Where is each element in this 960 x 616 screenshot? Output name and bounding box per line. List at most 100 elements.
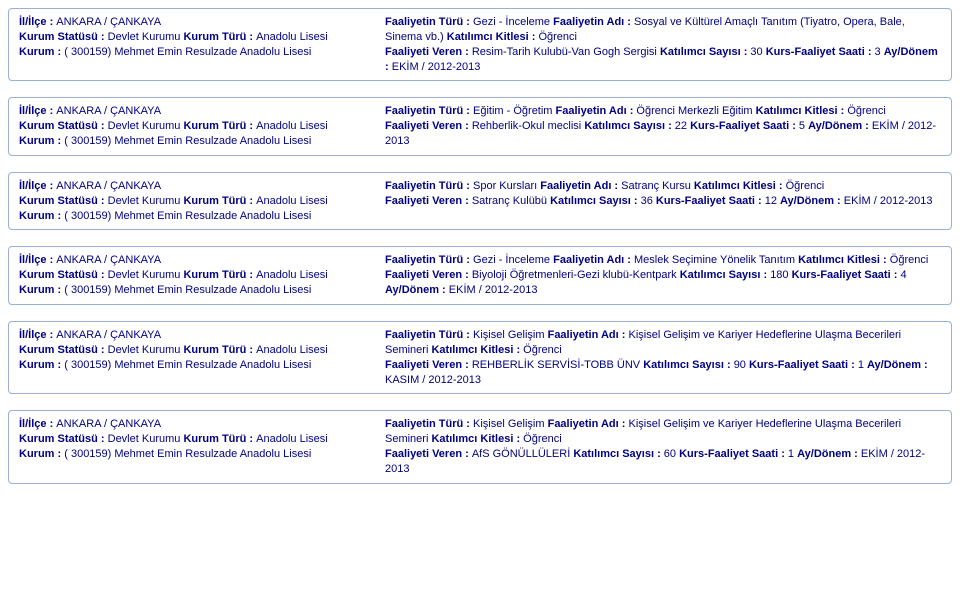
label-faaliyeti-veren: Faaliyeti Veren : [385, 269, 472, 281]
value-katilimci-kitlesi: Öğrenci [523, 433, 562, 445]
value-katilimci-sayisi: 90 [734, 359, 749, 371]
label-ay-donem: Ay/Dönem : [797, 448, 861, 460]
label-kurum-statusu: Kurum Statüsü : [19, 344, 108, 356]
label-faaliyetin-adi: Faaliyetin Adı : [556, 105, 637, 117]
value-faaliyetin-turu: Gezi - İnceleme [473, 254, 553, 266]
value-il-ilce: ANKARA / ÇANKAYA [56, 105, 161, 117]
label-kurum: Kurum : [19, 210, 64, 222]
label-faaliyetin-adi: Faaliyetin Adı : [553, 16, 634, 28]
record-right: Faaliyetin Türü : Gezi - İnceleme Faaliy… [377, 11, 949, 78]
value-kurum: ( 300159) Mehmet Emin Resulzade Anadolu … [64, 359, 311, 371]
value-kurum: ( 300159) Mehmet Emin Resulzade Anadolu … [64, 448, 311, 460]
label-kurum-statusu: Kurum Statüsü : [19, 31, 108, 43]
label-faaliyetin-turu: Faaliyetin Türü : [385, 418, 473, 430]
record-card: İl/İlçe : ANKARA / ÇANKAYAKurum Statüsü … [8, 172, 952, 231]
value-kurum-turu: Anadolu Lisesi [256, 344, 328, 356]
record-right: Faaliyetin Türü : Kişisel Gelişim Faaliy… [377, 324, 949, 391]
label-katilimci-kitlesi: Katılımcı Kitlesi : [798, 254, 890, 266]
label-kurum-turu: Kurum Türü : [183, 344, 256, 356]
record-right: Faaliyetin Türü : Gezi - İnceleme Faaliy… [377, 249, 949, 302]
label-kurum: Kurum : [19, 284, 64, 296]
label-katilimci-kitlesi: Katılımcı Kitlesi : [431, 344, 523, 356]
label-katilimci-kitlesi: Katılımcı Kitlesi : [447, 31, 539, 43]
label-il-ilce: İl/İlçe : [19, 16, 56, 28]
label-kurs-faaliyet-saati: Kurs-Faaliyet Saati : [679, 448, 788, 460]
label-kurum: Kurum : [19, 46, 64, 58]
label-il-ilce: İl/İlçe : [19, 105, 56, 117]
label-katilimci-sayisi: Katılımcı Sayısı : [584, 120, 674, 132]
value-faaliyeti-veren: Satranç Kulübü [472, 195, 550, 207]
value-kurum: ( 300159) Mehmet Emin Resulzade Anadolu … [64, 210, 311, 222]
label-faaliyetin-adi: Faaliyetin Adı : [540, 180, 621, 192]
record-left: İl/İlçe : ANKARA / ÇANKAYAKurum Statüsü … [11, 175, 377, 228]
value-katilimci-sayisi: 22 [675, 120, 690, 132]
value-kurs-faaliyet-saati: 12 [765, 195, 780, 207]
value-kurum-statusu: Devlet Kurumu [108, 31, 184, 43]
label-katilimci-kitlesi: Katılımcı Kitlesi : [694, 180, 786, 192]
value-il-ilce: ANKARA / ÇANKAYA [56, 418, 161, 430]
label-faaliyetin-turu: Faaliyetin Türü : [385, 16, 473, 28]
value-katilimci-sayisi: 180 [770, 269, 791, 281]
label-kurum-turu: Kurum Türü : [183, 120, 256, 132]
value-katilimci-sayisi: 30 [750, 46, 765, 58]
value-kurum-turu: Anadolu Lisesi [256, 120, 328, 132]
value-kurum-turu: Anadolu Lisesi [256, 433, 328, 445]
value-kurum: ( 300159) Mehmet Emin Resulzade Anadolu … [64, 284, 311, 296]
label-kurum: Kurum : [19, 135, 64, 147]
label-kurs-faaliyet-saati: Kurs-Faaliyet Saati : [766, 46, 875, 58]
label-faaliyetin-adi: Faaliyetin Adı : [548, 418, 629, 430]
value-faaliyeti-veren: Biyoloji Öğretmenleri-Gezi klubü-Kentpar… [472, 269, 680, 281]
value-faaliyetin-turu: Eğitim - Öğretim [473, 105, 556, 117]
value-il-ilce: ANKARA / ÇANKAYA [56, 254, 161, 266]
label-kurum-turu: Kurum Türü : [183, 195, 256, 207]
value-il-ilce: ANKARA / ÇANKAYA [56, 16, 161, 28]
value-il-ilce: ANKARA / ÇANKAYA [56, 329, 161, 341]
label-faaliyeti-veren: Faaliyeti Veren : [385, 359, 472, 371]
value-kurum-statusu: Devlet Kurumu [108, 344, 184, 356]
record-card: İl/İlçe : ANKARA / ÇANKAYA Kurum Statüsü … [8, 321, 952, 394]
value-il-ilce: ANKARA / ÇANKAYA [56, 180, 161, 192]
label-katilimci-kitlesi: Katılımcı Kitlesi : [756, 105, 848, 117]
record-right: Faaliyetin Türü : Kişisel Gelişim Faaliy… [377, 413, 949, 480]
value-katilimci-kitlesi: Öğrenci [847, 105, 886, 117]
value-ay-donem: KASIM / 2012-2013 [385, 374, 481, 386]
value-faaliyetin-turu: Kişisel Gelişim [473, 329, 548, 341]
label-kurum: Kurum : [19, 359, 64, 371]
label-il-ilce: İl/İlçe : [19, 418, 56, 430]
label-kurs-faaliyet-saati: Kurs-Faaliyet Saati : [792, 269, 901, 281]
label-kurs-faaliyet-saati: Kurs-Faaliyet Saati : [690, 120, 799, 132]
label-ay-donem: Ay/Dönem : [867, 359, 928, 371]
label-kurum: Kurum : [19, 448, 64, 460]
label-katilimci-sayisi: Katılımcı Sayısı : [680, 269, 770, 281]
label-katilimci-kitlesi: Katılımcı Kitlesi : [431, 433, 523, 445]
value-faaliyeti-veren: AfS GÖNÜLLÜLERİ [472, 448, 573, 460]
label-katilimci-sayisi: Katılımcı Sayısı : [573, 448, 663, 460]
value-katilimci-sayisi: 60 [664, 448, 679, 460]
label-kurum-turu: Kurum Türü : [183, 269, 256, 281]
label-kurum-turu: Kurum Türü : [183, 433, 256, 445]
record-card: İl/İlçe : ANKARA / ÇANKAYA Kurum Statüsü … [8, 410, 952, 483]
value-faaliyeti-veren: Rehberlik-Okul meclisi [472, 120, 584, 132]
record-card: İl/İlçe : ANKARA / ÇANKAYA Kurum Statüsü … [8, 8, 952, 81]
label-faaliyeti-veren: Faaliyeti Veren : [385, 448, 472, 460]
value-kurum-statusu: Devlet Kurumu [108, 120, 184, 132]
label-kurum-statusu: Kurum Statüsü : [19, 433, 108, 445]
record-left: İl/İlçe : ANKARA / ÇANKAYA Kurum Statüsü … [11, 413, 377, 480]
label-faaliyeti-veren: Faaliyeti Veren : [385, 195, 472, 207]
value-faaliyeti-veren: REHBERLİK SERVİSİ-TOBB ÜNV [472, 359, 643, 371]
label-faaliyetin-turu: Faaliyetin Türü : [385, 254, 473, 266]
label-katilimci-sayisi: Katılımcı Sayısı : [550, 195, 640, 207]
record-card: İl/İlçe : ANKARA / ÇANKAYAKurum Statüsü … [8, 97, 952, 156]
label-il-ilce: İl/İlçe : [19, 329, 56, 341]
label-faaliyetin-turu: Faaliyetin Türü : [385, 180, 473, 192]
record-card: İl/İlçe : ANKARA / ÇANKAYAKurum Statüsü … [8, 246, 952, 305]
label-kurum-turu: Kurum Türü : [183, 31, 256, 43]
label-faaliyeti-veren: Faaliyeti Veren : [385, 120, 472, 132]
value-kurum-statusu: Devlet Kurumu [108, 195, 184, 207]
records-container: İl/İlçe : ANKARA / ÇANKAYA Kurum Statüsü … [8, 8, 952, 484]
value-faaliyetin-adi: Meslek Seçimine Yönelik Tanıtım [634, 254, 798, 266]
value-katilimci-sayisi: 36 [641, 195, 656, 207]
label-ay-donem: Ay/Dönem : [385, 284, 449, 296]
label-kurs-faaliyet-saati: Kurs-Faaliyet Saati : [749, 359, 858, 371]
value-kurum-turu: Anadolu Lisesi [256, 31, 328, 43]
